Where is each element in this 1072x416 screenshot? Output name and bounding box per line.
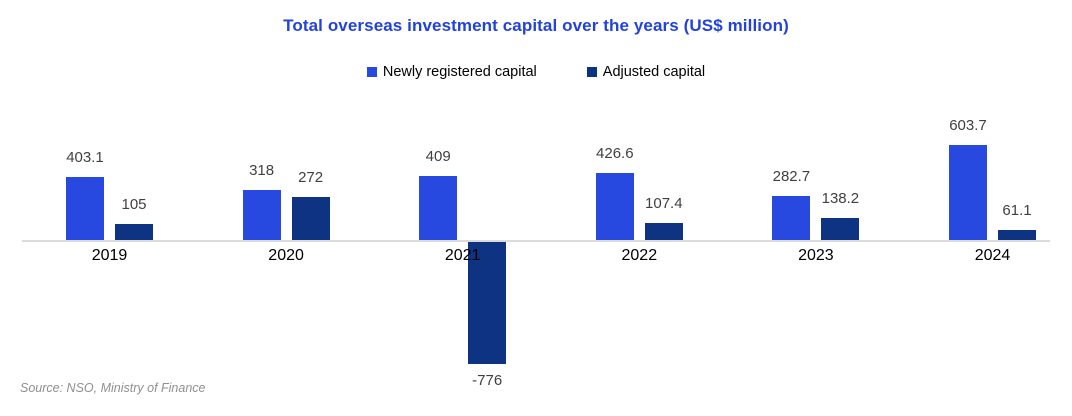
value-label-2019-adjusted: 105 [121,195,147,213]
bar-2021-newly-registered [419,175,458,240]
value-label-2024-newly-registered: 603.7 [949,117,987,135]
legend-item-newly-registered: Newly registered capital [366,64,537,80]
value-label-2020-newly-registered: 318 [249,162,275,180]
bar-2019-newly-registered [66,176,104,240]
legend-label-adjusted: Adjusted capital [602,64,706,80]
bar-2020-newly-registered [242,190,281,240]
bar-2020-adjusted [291,197,330,240]
value-label-2020-adjusted: 272 [298,169,324,187]
value-label-2022-newly-registered: 426.6 [596,145,634,163]
bar-2022-newly-registered [595,173,634,240]
chart-title: Total overseas investment capital over t… [283,16,789,35]
x-axis-line [22,240,1050,242]
legend-swatch-newly-registered-icon [366,67,377,77]
x-axis-label-2020: 2020 [268,247,304,264]
bar-2023-adjusted [821,218,860,240]
value-label-2024-adjusted: 61.1 [1002,202,1032,220]
x-axis-label-2022: 2022 [621,247,658,264]
value-label-2021-adjusted: -776 [472,371,503,389]
legend: Newly registered capital Adjusted capita… [0,64,1072,80]
source-note: Source: NSO, Ministry of Finance [20,381,206,395]
bar-2024-adjusted [998,230,1036,240]
x-axis-label-2024: 2024 [974,247,1011,264]
value-label-2021-newly-registered: 409 [425,147,451,165]
x-axis-label-2019: 2019 [91,247,128,264]
legend-label-newly-registered: Newly registered capital [382,64,537,80]
legend-swatch-adjusted-icon [586,67,597,77]
legend-item-adjusted: Adjusted capital [586,64,706,80]
value-label-2023-adjusted: 138.2 [821,190,860,208]
x-axis-label-2023: 2023 [798,247,834,264]
value-label-2019-newly-registered: 403.1 [66,148,104,166]
bar-2019-adjusted [115,223,153,240]
bar-2021-adjusted [468,242,507,364]
x-axis-label-2021: 2021 [444,247,481,264]
bar-2024-newly-registered [949,145,987,240]
value-label-2022-adjusted: 107.4 [645,195,683,213]
bar-2022-adjusted [644,223,683,240]
bar-2023-newly-registered [772,195,811,240]
value-label-2023-newly-registered: 282.7 [772,167,811,185]
